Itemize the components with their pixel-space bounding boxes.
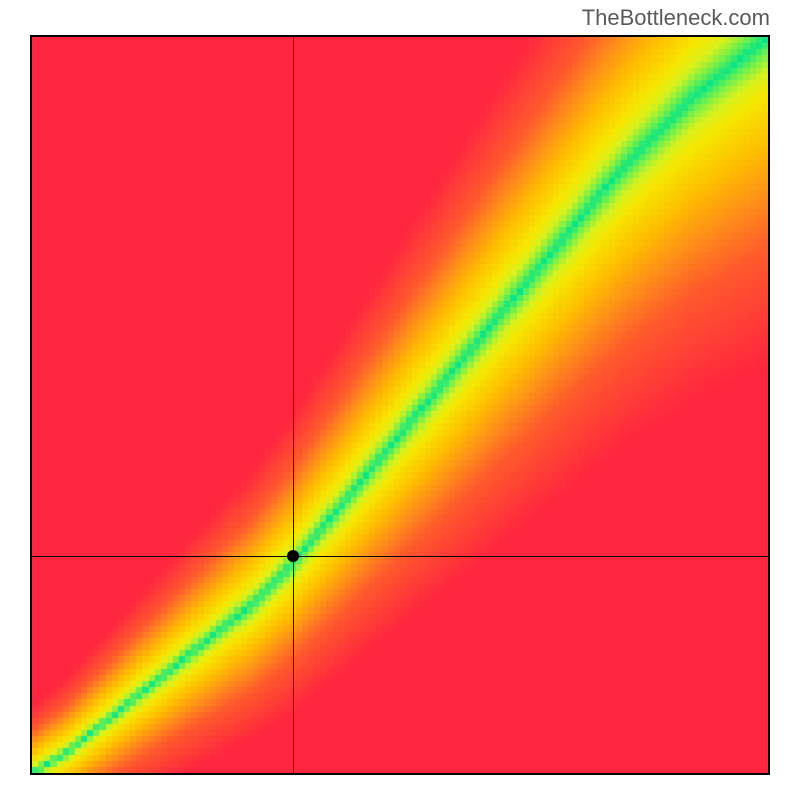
root-container: TheBottleneck.com	[0, 0, 800, 800]
crosshair-horizontal	[32, 556, 768, 557]
crosshair-vertical	[293, 37, 294, 773]
heatmap-canvas	[32, 37, 768, 773]
heatmap-plot	[30, 35, 770, 775]
watermark-text: TheBottleneck.com	[582, 5, 770, 31]
